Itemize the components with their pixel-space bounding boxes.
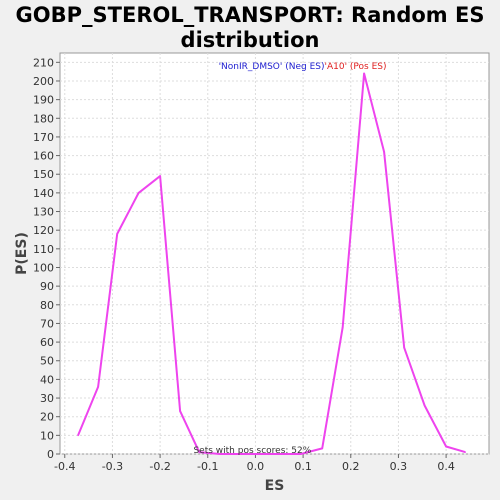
y-tick-label: 180 xyxy=(33,112,54,125)
series-point xyxy=(77,434,79,437)
y-tick-label: 170 xyxy=(33,131,54,144)
series-line xyxy=(77,72,466,455)
series-point xyxy=(218,453,221,455)
x-tick-label: 0.0 xyxy=(247,460,265,473)
x-tick-label: 0.3 xyxy=(390,460,408,473)
y-tick-label: 70 xyxy=(40,317,54,330)
series-point xyxy=(159,175,161,177)
x-axis-label: ES xyxy=(265,478,285,494)
series-point xyxy=(423,404,426,407)
series-point xyxy=(116,233,118,235)
axes: 0 10 20 30 40 50 60 70 80 90 100 110 120 130 140 150 160… xyxy=(33,56,455,473)
y-tick-label: 120 xyxy=(33,224,54,237)
series-point xyxy=(179,410,181,412)
y-tick-label: 10 xyxy=(40,429,54,442)
legend-pos-es: 'A10' (Pos ES) xyxy=(325,62,387,72)
series-point xyxy=(403,346,405,349)
y-tick-label: 190 xyxy=(33,94,54,107)
y-tick-label: 110 xyxy=(33,243,54,256)
legend-neg-es: 'NonIR_DMSO' (Neg ES) xyxy=(219,62,325,72)
series-layer xyxy=(77,72,466,455)
y-tick-label: 30 xyxy=(40,392,54,405)
series-point xyxy=(445,445,447,448)
x-tick-label: -0.1 xyxy=(197,460,218,473)
series-point xyxy=(341,326,344,328)
chart-title-line1: GOBP_STEROL_TRANSPORT: Random ES xyxy=(15,3,485,27)
grid-lines xyxy=(60,53,489,455)
x-tick-label: -0.3 xyxy=(102,460,123,473)
series-point xyxy=(383,151,385,153)
y-tick-label: 60 xyxy=(40,336,54,349)
series-point xyxy=(198,451,200,453)
series-point xyxy=(464,451,466,453)
series-point xyxy=(299,453,302,455)
y-tick-label: 0 xyxy=(47,448,54,461)
series-point xyxy=(137,192,140,194)
y-axis-label: P(ES) xyxy=(14,232,30,275)
x-tick-label: -0.4 xyxy=(54,460,75,473)
y-tick-label: 200 xyxy=(33,75,54,88)
y-tick-label: 100 xyxy=(33,261,54,274)
pos-scores-annotation: Sets with pos scores: 52% xyxy=(193,446,311,456)
y-tick-label: 40 xyxy=(40,373,54,386)
y-tick-label: 80 xyxy=(40,299,54,312)
series-point xyxy=(240,453,242,455)
series-point xyxy=(280,453,283,455)
series-point xyxy=(97,386,99,388)
y-tick-label: 140 xyxy=(33,187,54,200)
y-tick-label: 90 xyxy=(40,280,54,293)
chart-title-line2: distribution xyxy=(180,28,320,52)
y-tick-label: 20 xyxy=(40,411,54,424)
series-point xyxy=(259,453,262,455)
y-tick-label: 50 xyxy=(40,355,54,368)
plot-background xyxy=(59,52,490,455)
x-tick-label: 0.4 xyxy=(437,460,455,473)
y-tick-label: 130 xyxy=(33,206,54,219)
series-point xyxy=(321,447,323,450)
x-tick-label: -0.2 xyxy=(149,460,170,473)
y-tick-label: 210 xyxy=(33,56,54,69)
y-tick-label: 150 xyxy=(33,168,54,181)
y-tick-label: 160 xyxy=(33,150,54,163)
x-tick-label: 0.1 xyxy=(294,460,312,473)
series-point xyxy=(363,72,365,75)
x-tick-label: 0.2 xyxy=(342,460,360,473)
